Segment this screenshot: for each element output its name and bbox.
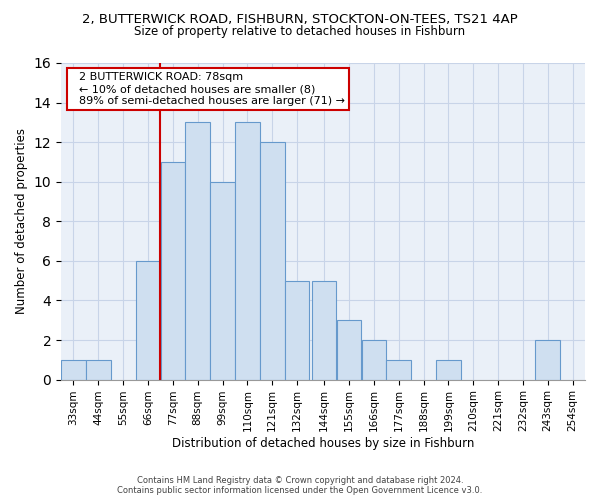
Y-axis label: Number of detached properties: Number of detached properties: [15, 128, 28, 314]
X-axis label: Distribution of detached houses by size in Fishburn: Distribution of detached houses by size …: [172, 437, 474, 450]
Bar: [436, 360, 461, 380]
Text: 2 BUTTERWICK ROAD: 78sqm
  ← 10% of detached houses are smaller (8)
  89% of sem: 2 BUTTERWICK ROAD: 78sqm ← 10% of detach…: [71, 72, 344, 106]
Bar: [362, 340, 386, 380]
Bar: [136, 261, 160, 380]
Bar: [210, 182, 235, 380]
Bar: [285, 280, 310, 380]
Text: 2, BUTTERWICK ROAD, FISHBURN, STOCKTON-ON-TEES, TS21 4AP: 2, BUTTERWICK ROAD, FISHBURN, STOCKTON-O…: [82, 12, 518, 26]
Bar: [86, 360, 110, 380]
Text: Contains HM Land Registry data © Crown copyright and database right 2024.
Contai: Contains HM Land Registry data © Crown c…: [118, 476, 482, 495]
Bar: [61, 360, 86, 380]
Text: Size of property relative to detached houses in Fishburn: Size of property relative to detached ho…: [134, 25, 466, 38]
Bar: [260, 142, 284, 380]
Bar: [161, 162, 185, 380]
Bar: [235, 122, 260, 380]
Bar: [337, 320, 361, 380]
Bar: [386, 360, 411, 380]
Bar: [535, 340, 560, 380]
Bar: [185, 122, 210, 380]
Bar: [312, 280, 337, 380]
